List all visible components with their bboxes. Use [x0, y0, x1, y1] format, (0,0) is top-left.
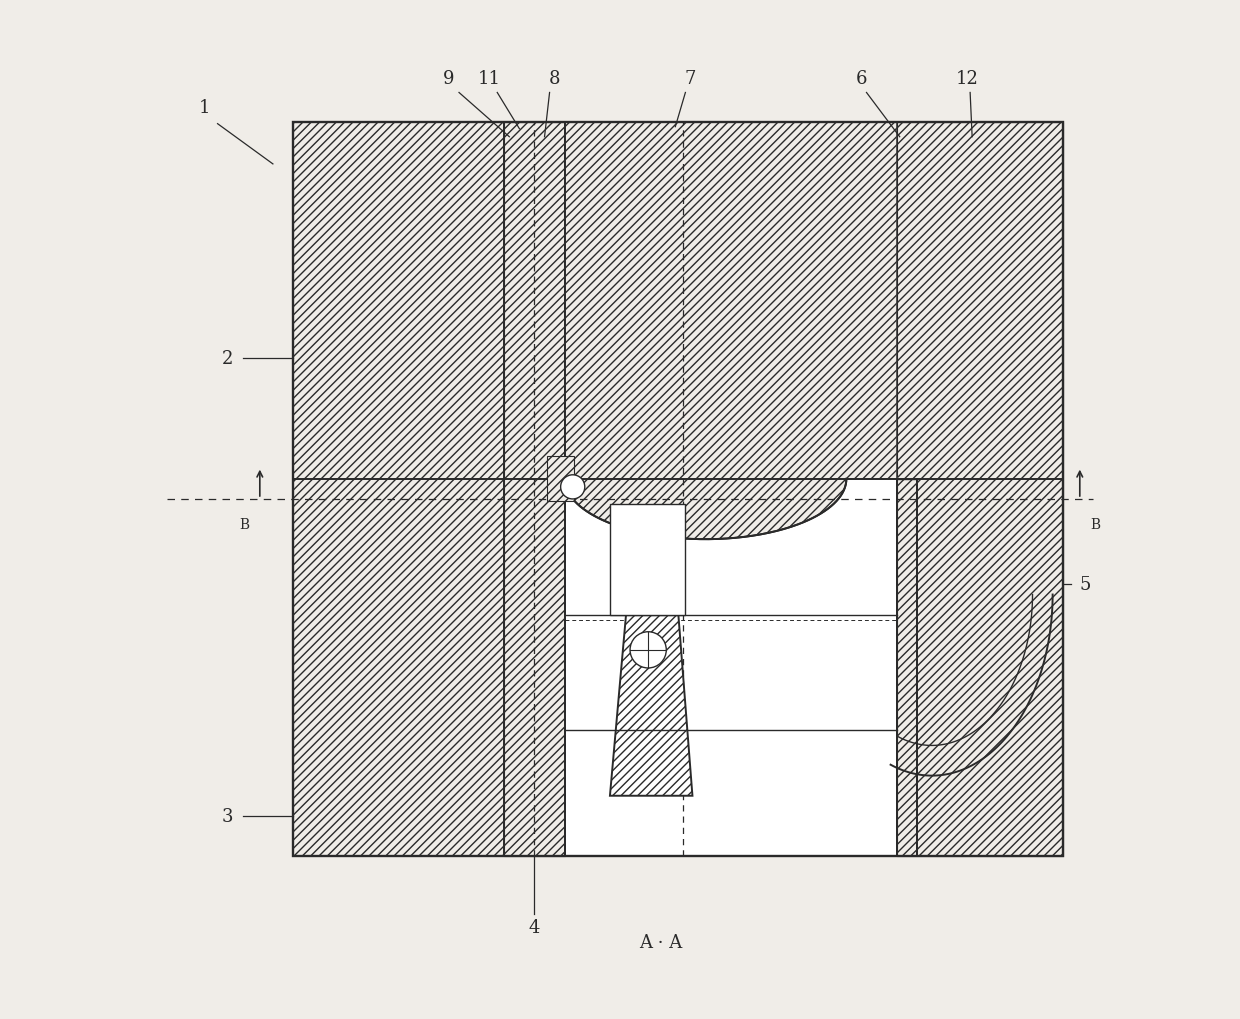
Bar [650, 122, 715, 288]
Bar [547, 457, 574, 502]
Text: 3: 3 [222, 807, 233, 825]
Text: A · A: A · A [639, 932, 682, 951]
Text: B: B [1090, 518, 1100, 532]
Text: 2: 2 [222, 350, 233, 368]
Bar [293, 122, 1063, 856]
Bar [505, 122, 564, 856]
Text: 11: 11 [477, 70, 501, 89]
Polygon shape [564, 122, 897, 540]
Text: 5: 5 [1079, 576, 1090, 594]
Bar [610, 504, 686, 615]
Text: 8: 8 [549, 70, 560, 89]
Bar [564, 479, 897, 856]
Text: 9: 9 [443, 70, 455, 89]
Text: 1: 1 [198, 99, 211, 116]
Polygon shape [564, 478, 897, 540]
Polygon shape [610, 615, 692, 796]
Text: 12: 12 [956, 70, 978, 89]
Text: 4: 4 [528, 918, 541, 935]
Text: 7: 7 [684, 70, 696, 89]
Bar [293, 122, 1063, 856]
Text: B: B [239, 518, 249, 532]
Circle shape [630, 632, 666, 668]
Bar [564, 122, 897, 479]
Bar [897, 122, 1063, 856]
Text: 6: 6 [856, 70, 867, 89]
Circle shape [560, 475, 585, 499]
Bar [658, 153, 708, 283]
